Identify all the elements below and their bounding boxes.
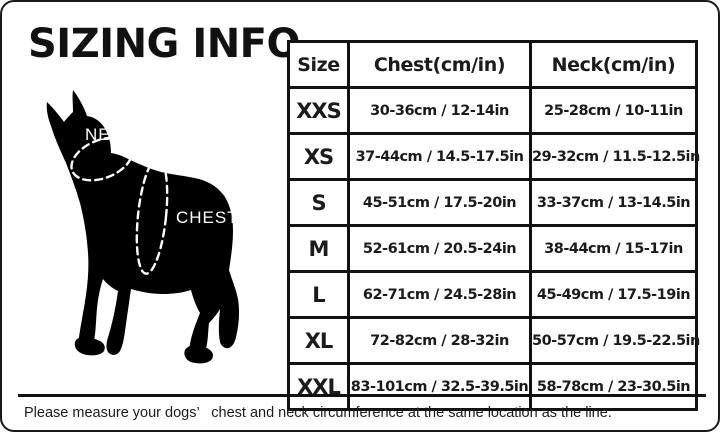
neck-measure-ellipse [70, 136, 134, 182]
table-row: XS 37-44cm / 14.5-17.5in 29-32cm / 11.5-… [287, 132, 700, 181]
table-row: XL 72-82cm / 28-32in 50-57cm / 19.5-22.5… [287, 316, 700, 365]
page-title: SIZING INFO [28, 21, 301, 67]
footer-note: Please measure your dogs’ chest and neck… [24, 405, 612, 421]
cell-chest: 45-51cm / 17.5-20in [347, 178, 532, 227]
cell-neck: 29-32cm / 11.5-12.5in [529, 132, 700, 181]
table-row: L 62-71cm / 24.5-28in 45-49cm / 17.5-19i… [287, 270, 698, 319]
footer-divider [18, 394, 706, 397]
cell-neck: 25-28cm / 10-11in [529, 86, 698, 135]
cell-size: XXL [287, 362, 350, 411]
cell-size: XL [287, 316, 350, 365]
cell-chest: 37-44cm / 14.5-17.5in [347, 132, 532, 181]
column-header-size: Size [287, 40, 350, 89]
cell-chest: 72-82cm / 28-32in [347, 316, 532, 365]
table-row: XXS 30-36cm / 12-14in 25-28cm / 10-11in [287, 86, 698, 135]
cell-neck: 58-78cm / 23-30.5in [529, 362, 698, 411]
cell-size: S [287, 178, 350, 227]
table-row: XXL 83-101cm / 32.5-39.5in 58-78cm / 23-… [287, 362, 698, 411]
table-header-row: Size Chest(cm/in) Neck(cm/in) [287, 40, 698, 89]
cell-size: XS [287, 132, 350, 181]
chest-label: CHEST [176, 208, 239, 227]
cell-neck: 45-49cm / 17.5-19in [529, 270, 698, 319]
cell-size: XXS [287, 86, 350, 135]
cell-chest: 62-71cm / 24.5-28in [347, 270, 532, 319]
cell-neck: 38-44cm / 15-17in [529, 224, 698, 273]
table-row: M 52-61cm / 20.5-24in 38-44cm / 15-17in [287, 224, 698, 273]
column-header-chest: Chest(cm/in) [347, 40, 532, 89]
table-row: S 45-51cm / 17.5-20in 33-37cm / 13-14.5i… [287, 178, 698, 227]
cell-neck: 33-37cm / 13-14.5in [529, 178, 698, 227]
cell-chest: 52-61cm / 20.5-24in [347, 224, 532, 273]
cell-size: L [287, 270, 350, 319]
dog-silhouette-diagram: NECK CHEST [24, 84, 274, 384]
sizing-table: Size Chest(cm/in) Neck(cm/in) XXS 30-36c… [287, 40, 700, 411]
cell-chest: 83-101cm / 32.5-39.5in [347, 362, 532, 411]
chest-measure-ellipse [135, 157, 169, 275]
cell-neck: 50-57cm / 19.5-22.5in [529, 316, 700, 365]
cell-size: M [287, 224, 350, 273]
column-header-neck: Neck(cm/in) [529, 40, 698, 89]
dog-body-shape [46, 90, 240, 364]
cell-chest: 30-36cm / 12-14in [347, 86, 532, 135]
neck-label: NECK [85, 125, 136, 144]
